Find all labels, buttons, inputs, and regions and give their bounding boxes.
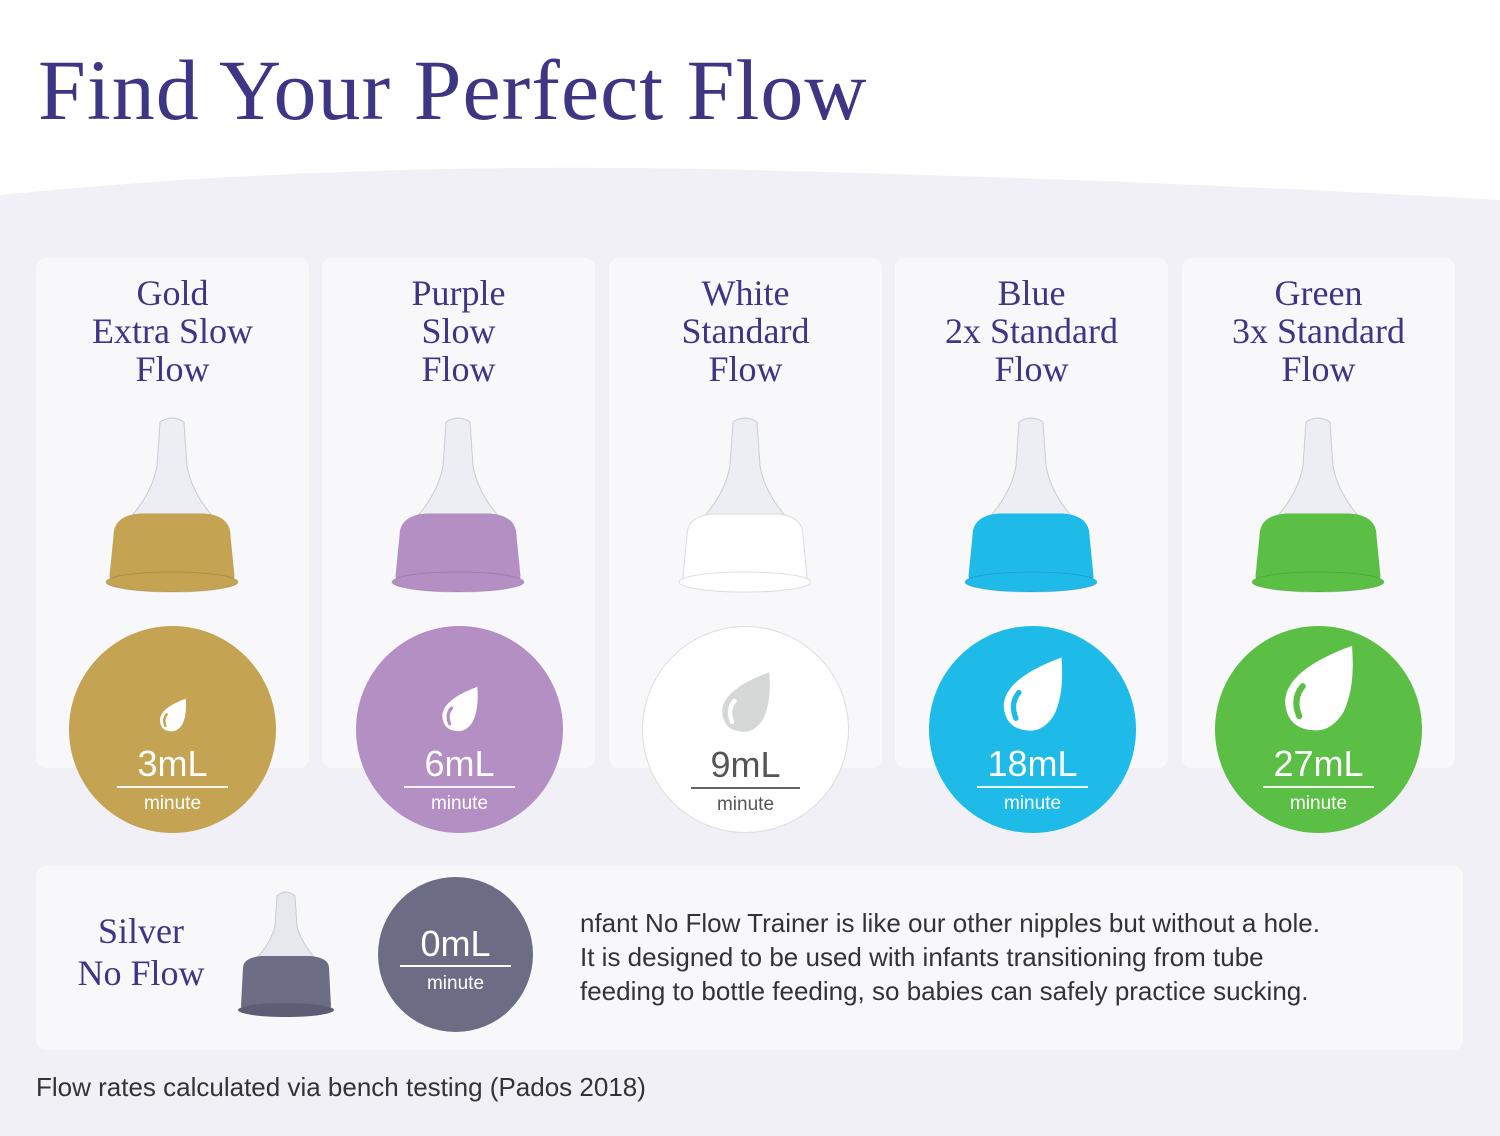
nipple-label: Blue 2x Standard Flow [945,273,1118,389]
nipple-image [391,417,525,593]
flow-value: 3mL [137,743,208,784]
nipple-image [1251,417,1385,593]
silver-label: Silver No Flow [77,911,205,993]
flow-value: 27mL [1273,743,1364,784]
footnote: Flow rates calculated via bench testing … [36,1072,646,1102]
nipple-image [105,417,239,593]
flow-value: 6mL [424,743,495,784]
flow-rate-badge: 3mL minute [69,626,276,833]
no-flow-description: nfant No Flow Trainer is like our other … [580,908,1320,1006]
flow-rate-badge: 6mL minute [356,626,563,833]
divider [977,786,1088,788]
silver-nipple-image [238,891,334,1017]
divider [691,787,800,789]
nipple-label: Green 3x Standard Flow [1232,273,1405,389]
flow-rate-badge: 9mL minute [642,626,849,833]
drop-icon [1003,657,1062,731]
silver-flow-rate-badge: 0mL minute [378,877,533,1032]
silver-flow-value: 0mL [420,923,491,964]
flow-unit: minute [1289,793,1348,814]
drop-icon [441,686,478,732]
divider [117,786,228,788]
flow-value: 9mL [710,744,781,785]
flow-unit: minute [430,793,489,814]
flow-unit: minute [143,793,202,814]
divider [1263,786,1374,788]
nipple-label: White Standard Flow [681,273,810,389]
silver-flow-unit: minute [426,973,485,994]
nipple-label: Purple Slow Flow [411,273,506,389]
no-flow-panel: Silver No Flow 0mL minute nfant No Flow … [36,866,1463,1050]
divider [404,786,515,788]
drop-icon [1284,645,1353,731]
flow-rate-badge: 18mL minute [929,626,1136,833]
flow-rate-badge: 27mL minute [1215,626,1422,833]
drop-icon [159,698,186,732]
nipple-label: Gold Extra Slow Flow [92,273,253,389]
flow-unit: minute [716,794,775,815]
divider [400,965,511,967]
flow-unit: minute [1003,793,1062,814]
drop-icon [721,672,770,732]
nipple-image [964,417,1098,593]
flow-value: 18mL [987,743,1078,784]
nipple-image [678,417,812,593]
page-title: Find Your Perfect Flow [38,42,868,138]
